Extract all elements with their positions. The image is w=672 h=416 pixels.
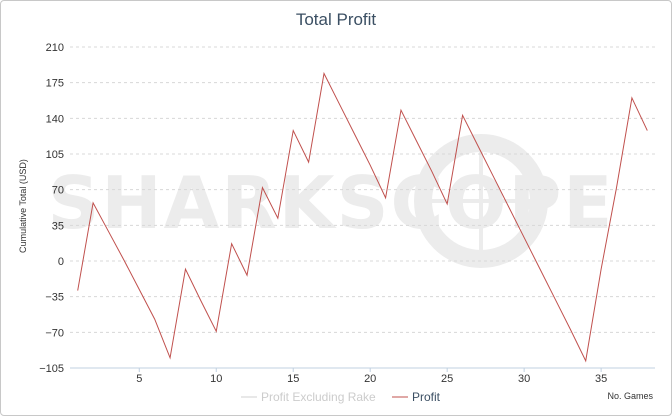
- chart-title: Total Profit: [296, 10, 377, 29]
- legend-label-profit: Profit: [412, 390, 441, 404]
- x-tick-label: 35: [595, 373, 607, 385]
- y-axis-label: Cumulative Total (USD): [18, 159, 28, 253]
- y-tick-label: 210: [46, 42, 64, 54]
- y-tick-label: 70: [52, 185, 64, 197]
- gridlines: [70, 46, 655, 333]
- y-tick-label: −105: [39, 363, 64, 375]
- y-tick-label: 35: [52, 220, 64, 232]
- y-tick-label: −70: [45, 327, 64, 339]
- x-tick-label: 5: [136, 373, 142, 385]
- x-axis-ticks: 5 10 15 20 25 30 35: [136, 368, 607, 385]
- x-tick-label: 20: [364, 373, 376, 385]
- y-tick-label: −35: [45, 292, 64, 304]
- legend: Profit Excluding Rake Profit: [241, 390, 441, 404]
- y-axis-ticks: −105 −70 −35 0 35 70 105 140 175 210: [39, 42, 64, 375]
- legend-item-profit[interactable]: Profit: [392, 390, 441, 404]
- legend-label-profit-excluding-rake: Profit Excluding Rake: [261, 390, 376, 404]
- x-tick-label: 30: [518, 373, 530, 385]
- legend-item-profit-excluding-rake[interactable]: Profit Excluding Rake: [241, 390, 376, 404]
- y-tick-label: 105: [46, 149, 64, 161]
- y-tick-label: 140: [46, 113, 64, 125]
- x-tick-label: 15: [287, 373, 299, 385]
- watermark-crosshair: [414, 134, 548, 268]
- y-tick-label: 0: [58, 256, 64, 268]
- x-tick-label: 25: [441, 373, 453, 385]
- series-layer: [77, 71, 648, 363]
- series-line-profit: [77, 71, 648, 363]
- x-axis-label: No. Games: [607, 391, 653, 401]
- x-tick-label: 10: [210, 373, 222, 385]
- y-tick-label: 175: [46, 78, 64, 90]
